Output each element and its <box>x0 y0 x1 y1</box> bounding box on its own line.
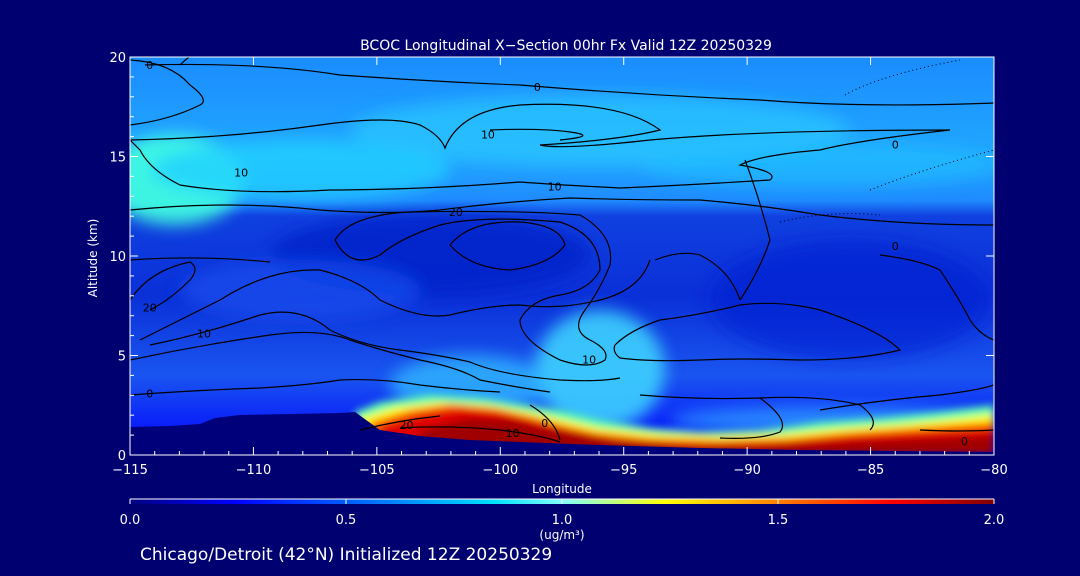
y-tick-label: 15 <box>109 151 126 166</box>
y-tick-label: 20 <box>109 51 126 66</box>
x-axis: −115 −110 −105 −100 −95 −90 −85 −80 <box>112 57 1008 478</box>
contour-labels: 0 0 10 10 10 0 20 0 20 10 10 0 20 10 0 0 <box>143 59 968 448</box>
contour-lines <box>130 57 994 443</box>
y-tick-label: 0 <box>118 449 126 464</box>
x-tick-label: −100 <box>482 463 518 478</box>
concentration-field <box>130 57 994 455</box>
x-tick-label: −85 <box>857 463 884 478</box>
x-tick-label: −105 <box>359 463 395 478</box>
contour-label: 10 <box>582 353 596 366</box>
contour-label: 10 <box>506 427 520 440</box>
contour-label: 20 <box>143 302 157 315</box>
contour-label: 0 <box>892 139 899 152</box>
colorbar-units: (ug/m³) <box>539 528 584 542</box>
contour-label: 0 <box>534 81 541 94</box>
y-tick-label: 5 <box>118 350 126 365</box>
contour-label: 10 <box>481 129 495 142</box>
x-axis-label: Longitude <box>532 482 592 496</box>
contour-label: 0 <box>146 387 153 400</box>
chart-title: BCOC Longitudinal X−Section 00hr Fx Vali… <box>360 38 772 54</box>
contour-label: 10 <box>197 328 211 341</box>
x-tick-label: −80 <box>980 463 1007 478</box>
colorbar-tick-label: 0.5 <box>336 513 357 528</box>
y-tick-label: 10 <box>109 250 126 265</box>
x-tick-label: −95 <box>610 463 637 478</box>
contour-label: 20 <box>399 419 413 432</box>
contour-label: 20 <box>449 206 463 219</box>
colorbar-tick-label: 0.0 <box>120 513 141 528</box>
contour-label: 0 <box>146 59 153 72</box>
x-tick-label: −110 <box>236 463 272 478</box>
colorbar-tick-label: 1.0 <box>552 513 573 528</box>
terrain <box>130 412 994 455</box>
colorbar-tick-label: 2.0 <box>984 513 1005 528</box>
y-axis: 0 5 10 15 20 <box>109 51 994 464</box>
footer-caption: Chicago/Detroit (42°N) Initialized 12Z 2… <box>140 545 552 565</box>
colorbar-ticks: 0.0 0.5 1.0 1.5 2.0 <box>120 499 1005 528</box>
contour-label: 0 <box>541 417 548 430</box>
y-axis-label: Altitude (km) <box>86 219 100 298</box>
x-tick-label: −115 <box>112 463 148 478</box>
contour-label: 10 <box>548 180 562 193</box>
x-tick-label: −90 <box>733 463 760 478</box>
contour-label: 10 <box>234 166 248 179</box>
colorbar-tick-label: 1.5 <box>768 513 789 528</box>
contour-label: 0 <box>892 240 899 253</box>
contour-label: 0 <box>961 435 968 448</box>
